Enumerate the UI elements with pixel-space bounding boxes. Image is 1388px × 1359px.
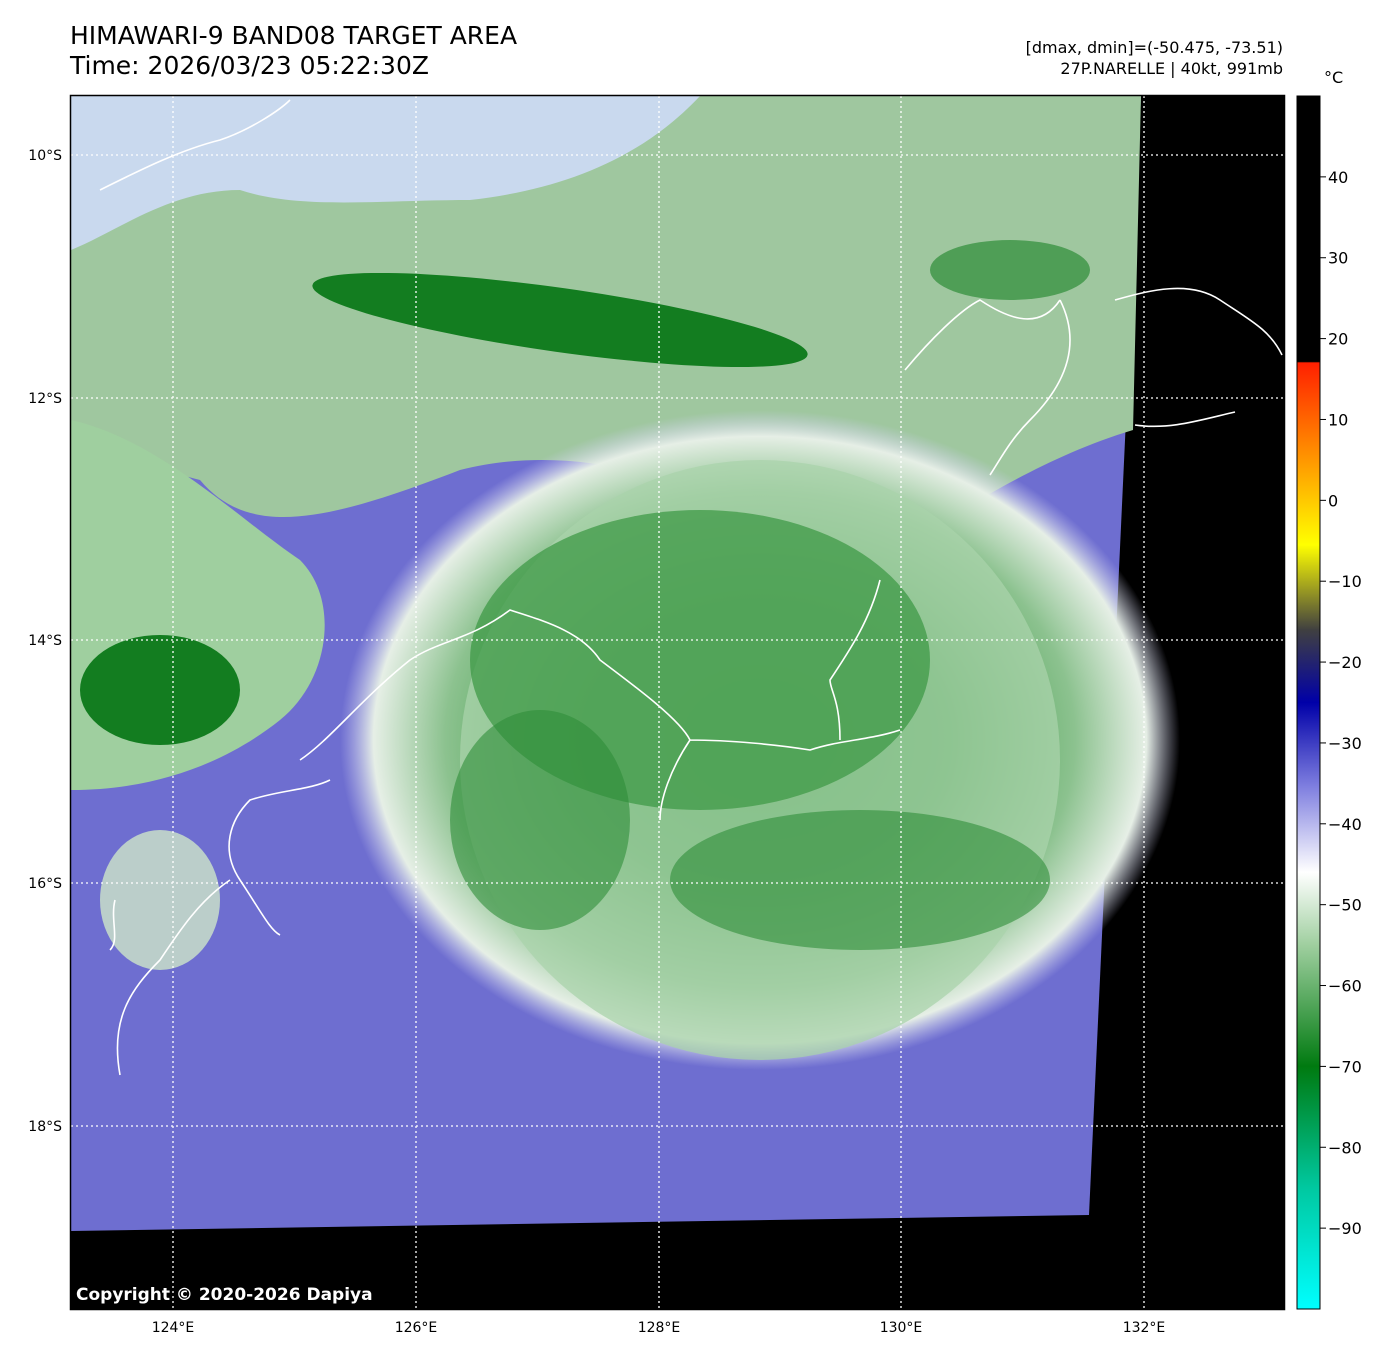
map-frame [69, 94, 1286, 1311]
colorbar-tick-label: 20 [1328, 330, 1348, 349]
colorbar [1296, 95, 1321, 1310]
graticule [71, 96, 1284, 1309]
colorbar-tick-label: −50 [1328, 896, 1362, 915]
map-imagery [71, 96, 1284, 1309]
lat-label-12s: 12°S [28, 391, 62, 407]
colorbar-tick-label: −80 [1328, 1138, 1362, 1157]
colorbar-tick-label: 10 [1328, 410, 1348, 429]
storm-info: 27P.NARELLE | 40kt, 991mb [1060, 59, 1283, 78]
coastlines [99, 99, 1283, 1076]
northern-pale-cloud [71, 96, 700, 250]
colorbar-tick-label: −70 [1328, 1057, 1362, 1076]
lon-label-130e: 130°E [880, 1320, 923, 1336]
colorbar-tick-label: −10 [1328, 572, 1362, 591]
lon-label-128e: 128°E [638, 1320, 681, 1336]
colorbar-tick-label: −40 [1328, 815, 1362, 834]
chart-time: Time: 2026/03/23 05:22:30Z [70, 51, 429, 80]
dmax-dmin-readout: [dmax, dmin]=(-50.475, -73.51) [1025, 38, 1283, 57]
kimberley-coast [299, 579, 901, 821]
colorbar-tick-label: −30 [1328, 734, 1362, 753]
cold-cloud-west [80, 635, 240, 745]
lat-label-16s: 16°S [28, 876, 62, 892]
colorbar-tick-label: 30 [1328, 249, 1348, 268]
colorbar-tick-label: −60 [1328, 977, 1362, 996]
timor-coast [99, 99, 291, 191]
chart-title: HIMAWARI-9 BAND08 TARGET AREA [70, 21, 518, 50]
lon-axis: 124°E 126°E 128°E 130°E 132°E [152, 1320, 1166, 1336]
lat-label-18s: 18°S [28, 1119, 62, 1135]
cold-cloud-ne [930, 240, 1090, 300]
colorbar-tick-label: −20 [1328, 653, 1362, 672]
storm-south-band [670, 810, 1050, 950]
lon-label-126e: 126°E [395, 1320, 438, 1336]
cold-cloud-north [312, 272, 808, 368]
lon-label-124e: 124°E [152, 1320, 195, 1336]
colorbar-unit: °C [1324, 68, 1344, 87]
lat-label-10s: 10°S [28, 148, 62, 164]
lat-axis: 10°S 12°S 14°S 16°S 18°S [28, 148, 62, 1135]
lon-label-132e: 132°E [1123, 1320, 1166, 1336]
lat-label-14s: 14°S [28, 633, 62, 649]
colorbar-tick-label: −90 [1328, 1219, 1362, 1238]
wa-west-coast [109, 779, 331, 1076]
colorbar-tick-label: 40 [1328, 168, 1348, 187]
top-end-coast [904, 287, 1283, 476]
colorbar-tick-label: 0 [1328, 491, 1338, 510]
pale-island-cloud [100, 830, 220, 970]
colorbar-ticks: 40 30 20 10 0 −10 −20 −30 −40 −50 −60 −70 −80 −90 [1320, 168, 1362, 1238]
copyright-text: Copyright © 2020-2026 Dapiya [76, 1285, 373, 1305]
storm-sw-band [450, 710, 630, 930]
